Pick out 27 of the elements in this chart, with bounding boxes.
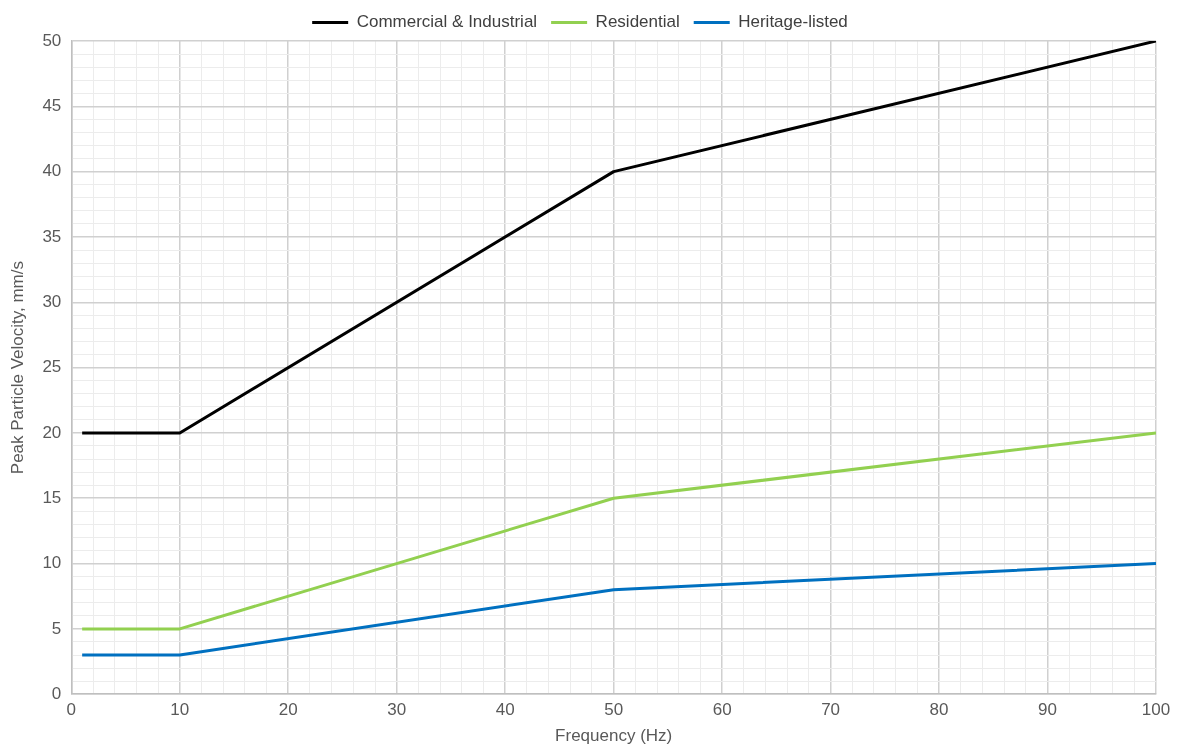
x-tick-label: 20	[278, 700, 298, 720]
legend-label: Heritage-listed	[738, 12, 848, 32]
y-tick-label: 15	[42, 487, 62, 507]
x-tick-label: 100	[1141, 700, 1171, 720]
y-tick-label: 50	[42, 30, 62, 50]
y-tick-label: 25	[42, 357, 62, 377]
y-tick-label: 5	[51, 618, 62, 638]
y-tick-label: 0	[51, 683, 62, 703]
y-tick-label: 35	[42, 226, 62, 246]
x-tick-label: 60	[712, 700, 732, 720]
x-tick-label: 10	[170, 700, 190, 720]
x-tick-label: 70	[821, 700, 841, 720]
x-tick-label: 40	[495, 700, 515, 720]
x-tick-label: 30	[387, 700, 407, 720]
y-tick-label: 30	[42, 291, 62, 311]
legend-label: Residential	[595, 12, 680, 32]
y-tick-label: 10	[42, 553, 62, 573]
y-axis-title: Peak Particle Velocity, mm/s	[7, 261, 27, 475]
y-tick-label: 45	[42, 96, 62, 116]
x-tick-label: 0	[66, 700, 77, 720]
y-tick-label: 40	[42, 161, 62, 181]
x-tick-label: 80	[929, 700, 949, 720]
y-tick-label: 20	[42, 422, 62, 442]
x-axis-title: Frequency (Hz)	[555, 726, 673, 746]
x-tick-label: 90	[1038, 700, 1057, 720]
x-tick-label: 50	[604, 700, 624, 720]
legend-label: Commercial & Industrial	[356, 12, 538, 32]
